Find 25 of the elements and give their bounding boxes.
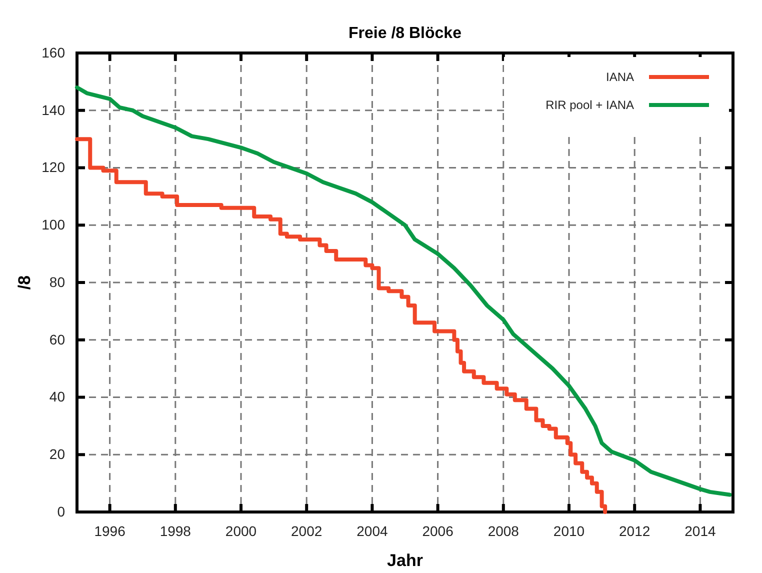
x-tick-label: 2000 — [225, 522, 257, 539]
y-tick-label: 20 — [49, 446, 66, 462]
x-tick-label: 2004 — [356, 522, 388, 539]
x-tick-label: 2008 — [488, 522, 520, 539]
y-tick-label: 60 — [49, 331, 66, 348]
x-tick-label: 1996 — [94, 522, 126, 539]
x-tick-label: 2002 — [291, 522, 322, 539]
x-tick-label: 1998 — [160, 522, 192, 539]
line-series — [75, 85, 732, 497]
y-tick-label: 40 — [49, 388, 66, 405]
x-axis-title: Jahr — [387, 551, 424, 570]
legend-label: IANA — [606, 70, 634, 84]
x-tick-label: 2012 — [619, 522, 650, 539]
y-tick-label: 160 — [42, 44, 66, 60]
y-tick-label: 140 — [42, 102, 66, 118]
y-tick-label: 100 — [42, 216, 66, 233]
legend-label: RIR pool + IANA — [546, 98, 634, 112]
y-tick-label: 0 — [57, 503, 66, 520]
y-tick-label: 80 — [49, 274, 66, 290]
x-tick-label: 2006 — [422, 522, 454, 539]
chart-title: Freie /8 Blöcke — [348, 25, 462, 42]
x-tick-label: 2010 — [553, 522, 585, 539]
x-tick-label: 2014 — [684, 522, 716, 539]
y-tick-label: 120 — [42, 159, 66, 176]
y-axis-title: /8 — [15, 275, 34, 290]
